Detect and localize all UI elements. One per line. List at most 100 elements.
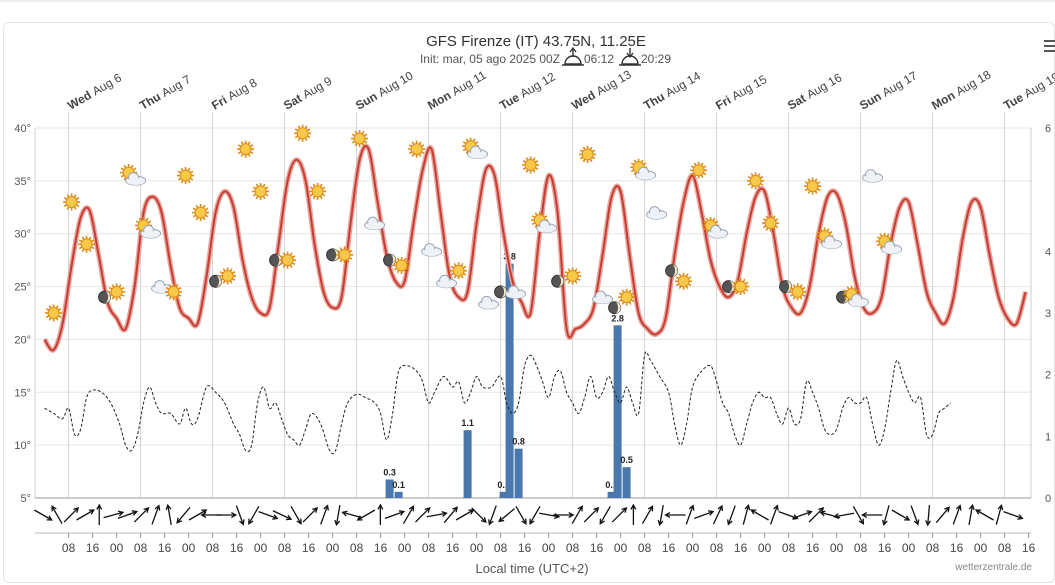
sun-icon <box>309 182 327 200</box>
wind-head <box>955 504 962 511</box>
sun-icon <box>690 161 708 179</box>
wind-head <box>117 510 125 517</box>
sun-icon <box>618 288 636 306</box>
wind-head <box>717 504 723 511</box>
sun-cloud-icon <box>702 216 729 239</box>
wind-head <box>176 517 183 524</box>
x-tick-label: 00 <box>326 541 340 555</box>
wind-arrow <box>641 505 654 524</box>
wind-head <box>131 510 139 516</box>
wind-head <box>96 503 103 510</box>
sun-icon <box>804 177 822 195</box>
credit-text[interactable]: wetterzentrale.de <box>954 562 1032 573</box>
wind-shaft <box>995 505 1003 525</box>
cloud-icon <box>505 285 527 299</box>
x-tick-label: 00 <box>830 541 844 555</box>
x-tick-label: 00 <box>614 541 628 555</box>
cloud-fill <box>468 151 487 159</box>
sun-icon <box>294 124 312 142</box>
wind-arrow <box>176 506 191 524</box>
moon-icon <box>494 285 508 299</box>
y-tick-label: 35° <box>14 176 31 188</box>
cloud-fill <box>141 230 160 238</box>
cloud-fill <box>537 225 556 233</box>
sun-disc <box>620 291 633 304</box>
cloud-icon <box>862 169 884 183</box>
sun-disc <box>353 132 366 145</box>
day-label: Sun Aug 17 <box>857 68 920 112</box>
wind-head <box>968 503 975 511</box>
x-tick-label: 16 <box>446 541 460 555</box>
sun-icon <box>408 140 426 158</box>
sun-disc <box>65 196 78 208</box>
wind-arrow <box>611 506 628 523</box>
precip-bar <box>385 479 394 498</box>
wind-head <box>334 519 341 527</box>
wind-shaft <box>357 509 376 521</box>
sun-icon <box>789 283 807 301</box>
wind-shaft <box>117 510 137 520</box>
precip-label: 0.8 <box>512 437 525 447</box>
wind-shaft <box>659 505 664 525</box>
sun-icon <box>108 283 126 301</box>
cloud-icon <box>467 145 489 160</box>
wind-head <box>744 504 751 511</box>
wind-arrow <box>272 510 293 521</box>
cloud-fill <box>365 222 384 230</box>
wind-arrow <box>995 504 1004 525</box>
wind-shaft <box>342 511 363 519</box>
wind-head <box>286 514 293 521</box>
wind-head <box>577 505 583 512</box>
x-tick-label: 08 <box>494 541 508 555</box>
wind-arrow <box>377 503 384 525</box>
x-tick-label: 08 <box>782 541 796 555</box>
wind-arrow <box>302 506 319 523</box>
wind-shaft <box>335 505 341 525</box>
x-tick-label: 00 <box>974 541 988 555</box>
hamburger-menu-icon[interactable] <box>1044 40 1055 54</box>
x-tick-label: 16 <box>950 541 964 555</box>
sun-cloud-icon <box>462 137 489 160</box>
sun-icon <box>393 256 411 274</box>
sun-icon <box>108 283 126 301</box>
cloud-fill <box>849 299 868 307</box>
wind-head <box>239 519 245 526</box>
sun-disc <box>179 169 192 182</box>
wind-arrow <box>248 506 260 525</box>
sun-icon <box>690 161 708 179</box>
wind-arrow <box>808 506 825 523</box>
moon-lit <box>275 254 282 267</box>
wind-shaft <box>891 509 910 521</box>
wind-shaft <box>727 505 736 525</box>
cloud-icon <box>646 206 668 220</box>
wind-arrow <box>882 505 890 526</box>
wind-arrow <box>974 509 994 521</box>
x-tick-label: 00 <box>110 541 124 555</box>
x-tick-label: 00 <box>758 541 772 555</box>
cloud-icon <box>151 280 173 294</box>
wind-shaft <box>935 506 950 524</box>
x-axis-ticks: 08 16 00 08 16 00 08 16 00 08 16 00 08 16 00 08 16 00 08 16… <box>62 533 1036 555</box>
sun-icon <box>177 167 195 185</box>
wind-shaft <box>176 506 191 524</box>
wind-arrow <box>1003 510 1024 520</box>
precip-label: 0.3 <box>383 468 396 478</box>
moon-lit <box>785 280 792 293</box>
wind-head <box>858 518 864 525</box>
wind-head <box>1017 514 1024 520</box>
wind-arrow <box>498 508 515 523</box>
x-tick-label: 16 <box>590 541 604 555</box>
day-label: Sat Aug 9 <box>281 74 335 113</box>
wind-head <box>792 514 799 520</box>
wind-shaft <box>694 510 714 520</box>
wind-head <box>773 504 779 511</box>
sun-icon <box>294 124 312 142</box>
wind-shaft <box>750 509 769 521</box>
day-label: Sat Aug 16 <box>785 70 844 112</box>
dewpoint-line <box>44 351 951 455</box>
wind-shaft <box>808 507 824 523</box>
sun-disc <box>677 275 690 288</box>
moon-icon <box>326 248 340 262</box>
y2-tick-label: 6 <box>1045 123 1051 135</box>
